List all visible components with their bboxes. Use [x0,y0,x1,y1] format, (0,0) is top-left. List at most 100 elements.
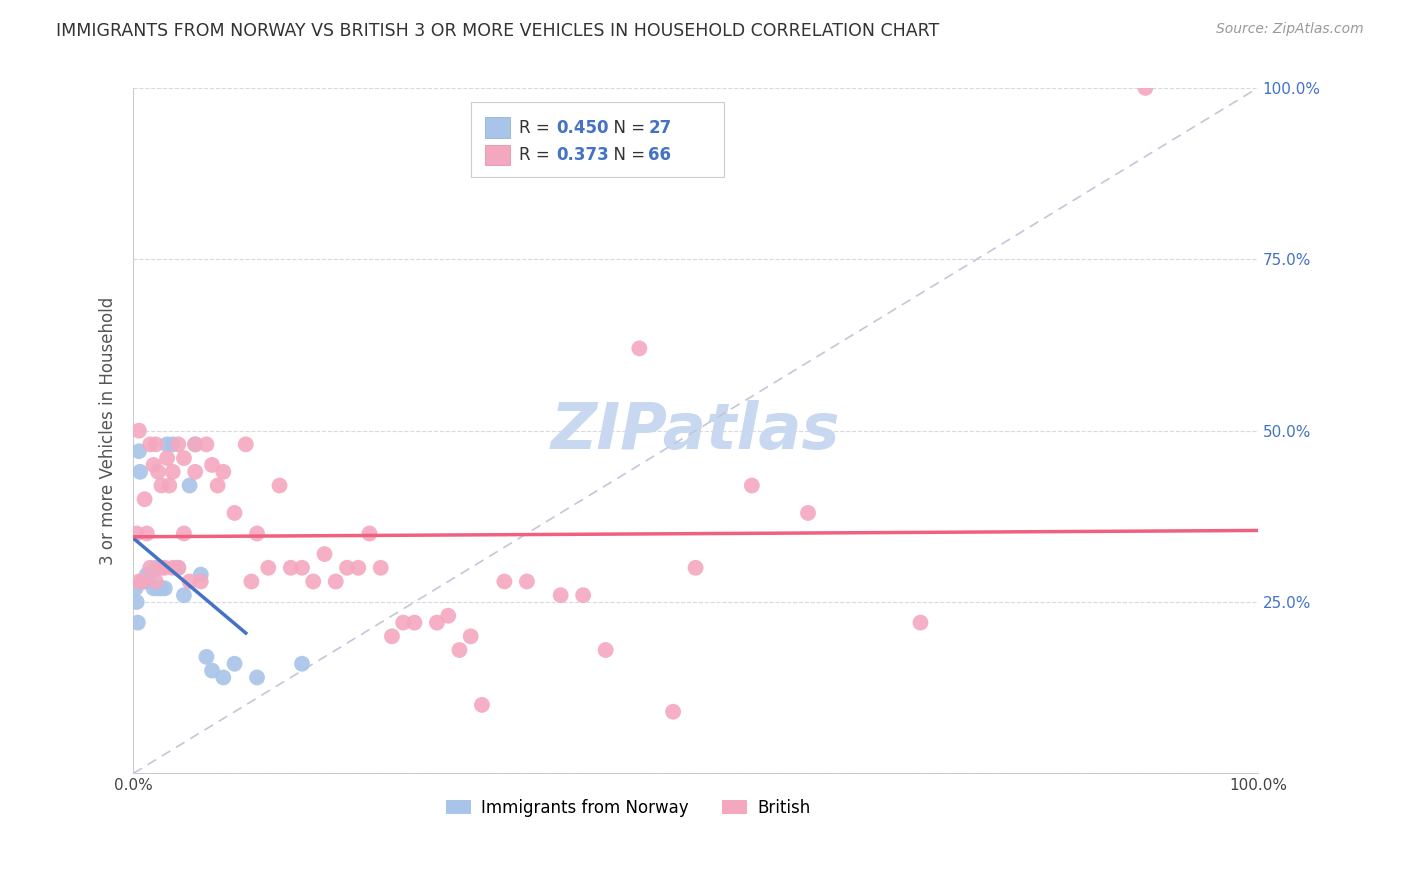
FancyBboxPatch shape [485,145,510,165]
Point [449,643,471,657]
Point [145,561,167,575]
Point [195,649,218,664]
Point [190,574,212,589]
Text: 0.373: 0.373 [557,146,609,164]
Point [145,437,167,451]
Point [628,342,651,356]
Point [139,561,162,575]
Point [392,615,415,630]
Text: IMMIGRANTS FROM NORWAY VS BRITISH 3 OR MORE VEHICLES IN HOUSEHOLD CORRELATION CH: IMMIGRANTS FROM NORWAY VS BRITISH 3 OR M… [56,22,939,40]
Point [302,574,325,589]
Text: ZIPatlas: ZIPatlas [551,400,841,462]
Text: N =: N = [603,146,651,164]
Point [314,547,336,561]
Point [184,465,207,479]
Point [156,437,179,451]
Point [128,444,150,458]
Point [280,561,302,575]
Point [224,506,246,520]
Point [224,657,246,671]
Point [128,574,150,589]
Point [572,588,595,602]
Point [685,561,707,575]
Text: 66: 66 [648,146,671,164]
Point [135,567,157,582]
Point [494,574,516,589]
Point [381,629,404,643]
Point [134,574,156,589]
Point [145,574,167,589]
Point [150,561,173,575]
Point [291,657,314,671]
Point [797,506,820,520]
Point [336,561,359,575]
Point [516,574,538,589]
Point [291,561,314,575]
Point [184,437,207,451]
Text: R =: R = [519,146,555,164]
Point [426,615,449,630]
Point [246,526,269,541]
Point [135,526,157,541]
Point [347,561,370,575]
Point [125,595,148,609]
Point [153,582,176,596]
Point [212,670,235,684]
Point [550,588,572,602]
Point [437,608,460,623]
Point [359,526,381,541]
Point [153,561,176,575]
Point [127,615,149,630]
Point [179,478,201,492]
Point [150,478,173,492]
Point [257,561,280,575]
Point [269,478,291,492]
Text: 27: 27 [648,119,672,136]
Point [173,588,195,602]
Point [201,664,224,678]
Point [325,574,347,589]
Point [212,465,235,479]
Point [150,582,173,596]
Point [595,643,617,657]
Point [139,437,162,451]
Point [184,437,207,451]
Point [201,458,224,472]
Point [129,465,152,479]
Point [190,567,212,582]
Point [471,698,494,712]
Point [910,615,932,630]
Y-axis label: 3 or more Vehicles in Household: 3 or more Vehicles in Household [100,296,117,565]
Point [142,458,165,472]
Point [162,465,184,479]
Point [167,437,190,451]
Point [173,451,195,466]
Point [207,478,229,492]
Legend: Immigrants from Norway, British: Immigrants from Norway, British [439,792,817,823]
Point [167,561,190,575]
FancyBboxPatch shape [471,102,724,177]
Point [128,424,150,438]
Point [146,465,169,479]
Point [162,561,184,575]
Point [139,567,162,582]
Point [131,574,153,589]
Point [235,437,257,451]
Point [246,670,269,684]
Point [173,526,195,541]
Point [741,478,763,492]
Point [146,582,169,596]
Text: N =: N = [603,119,651,136]
Point [156,451,179,466]
Point [662,705,685,719]
Point [157,478,180,492]
Point [134,492,156,507]
Point [125,526,148,541]
Point [131,574,153,589]
Text: R =: R = [519,119,555,136]
Point [167,561,190,575]
Point [124,582,146,596]
Point [142,582,165,596]
Point [179,574,201,589]
Point [370,561,392,575]
